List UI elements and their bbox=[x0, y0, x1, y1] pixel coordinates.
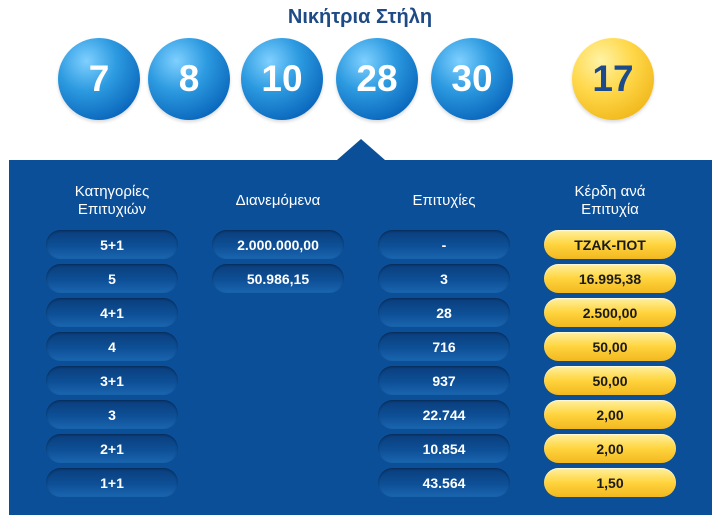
page-title: Νικήτρια Στήλη bbox=[287, 6, 433, 28]
number-ball: 30 bbox=[431, 38, 513, 120]
winners-cell: 22.744 bbox=[378, 400, 510, 429]
category-cell: 5 bbox=[46, 264, 178, 293]
category-cell: 1+1 bbox=[46, 468, 178, 497]
category-cell: 3 bbox=[46, 400, 178, 429]
prize-cell: 2,00 bbox=[544, 400, 676, 429]
winners-cell: 10.854 bbox=[378, 434, 510, 463]
category-cell: 3+1 bbox=[46, 366, 178, 395]
winners-cell: 937 bbox=[378, 366, 510, 395]
winners-cell: 716 bbox=[378, 332, 510, 361]
winners-cell: 43.564 bbox=[378, 468, 510, 497]
header-winners: Επιτυχίες bbox=[412, 192, 476, 209]
category-cell: 4+1 bbox=[46, 298, 178, 327]
prize-cell: ΤΖΑΚ-ΠΟΤ bbox=[544, 230, 676, 259]
winners-cell: 3 bbox=[378, 264, 510, 293]
number-ball: 10 bbox=[241, 38, 323, 120]
header-distributed: Διανεμόμενα bbox=[235, 192, 321, 209]
distributed-cell: 2.000.000,00 bbox=[212, 230, 344, 259]
prize-cell: 2.500,00 bbox=[544, 298, 676, 327]
distributed-cell: 50.986,15 bbox=[212, 264, 344, 293]
number-ball: 8 bbox=[148, 38, 230, 120]
prize-cell: 50,00 bbox=[544, 332, 676, 361]
prize-cell: 16.995,38 bbox=[544, 264, 676, 293]
winning-numbers: 7 8 10 28 30 17 bbox=[0, 0, 720, 160]
header-categories: Κατηγορίες Επιτυχιών bbox=[74, 183, 150, 218]
category-cell: 2+1 bbox=[46, 434, 178, 463]
winners-cell: - bbox=[378, 230, 510, 259]
number-ball: 28 bbox=[336, 38, 418, 120]
prize-cell: 1,50 bbox=[544, 468, 676, 497]
category-cell: 4 bbox=[46, 332, 178, 361]
number-ball: 7 bbox=[58, 38, 140, 120]
category-cell: 5+1 bbox=[46, 230, 178, 259]
joker-ball: 17 bbox=[572, 38, 654, 120]
prize-cell: 2,00 bbox=[544, 434, 676, 463]
prize-cell: 50,00 bbox=[544, 366, 676, 395]
pointer-arrow-icon bbox=[337, 139, 385, 160]
header-prize: Κέρδη ανά Επιτυχία bbox=[574, 183, 646, 218]
winners-cell: 28 bbox=[378, 298, 510, 327]
